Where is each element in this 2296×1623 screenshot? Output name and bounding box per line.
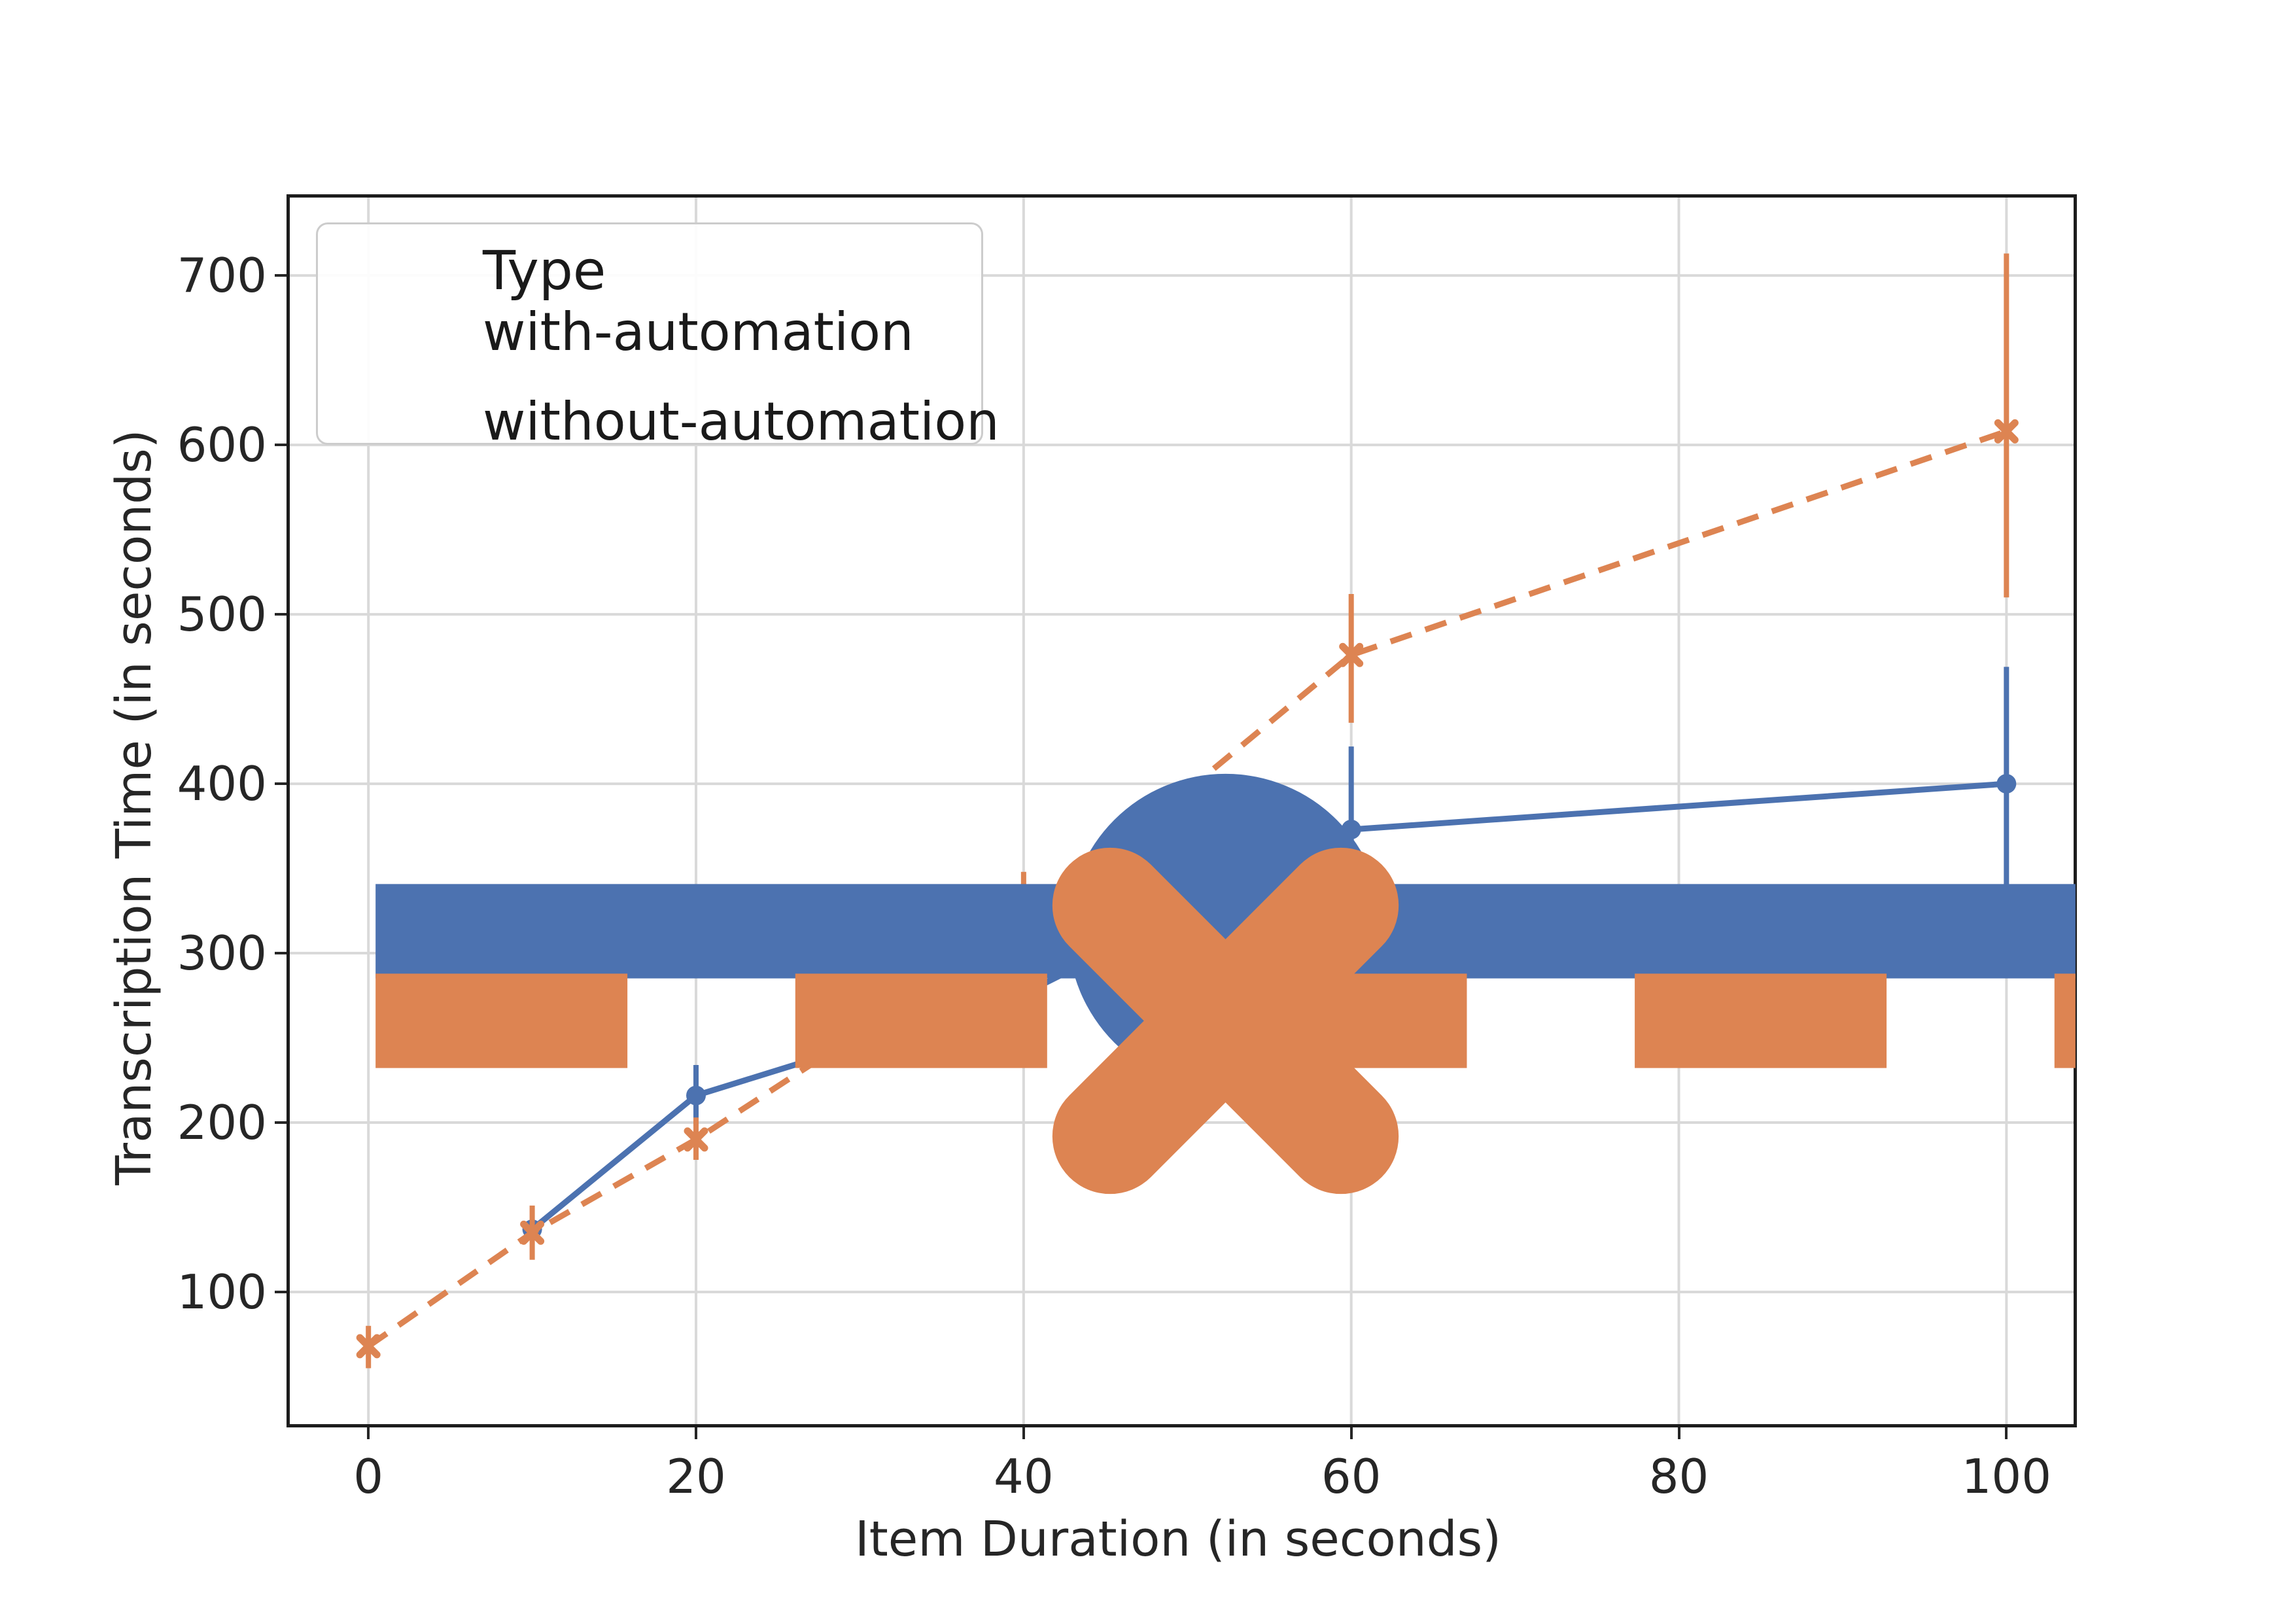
legend-item-label: with-automation xyxy=(483,302,914,362)
series-line xyxy=(366,428,2008,1349)
y-tick-mark xyxy=(275,1121,287,1125)
x-tick-mark xyxy=(1022,1427,1025,1439)
y-tick-mark xyxy=(275,613,287,616)
x-tick-mark xyxy=(367,1427,370,1439)
x-axis-label: Item Duration (in seconds) xyxy=(854,1511,1502,1567)
y-tick-mark xyxy=(275,952,287,955)
y-tick-mark xyxy=(275,1290,287,1293)
legend-box: Type with-automation without-automation xyxy=(316,222,2076,1195)
data-point-marker xyxy=(356,1334,381,1359)
y-tick-label: 300 xyxy=(177,926,267,981)
legend-marker xyxy=(1052,847,1399,1195)
y-tick-mark xyxy=(275,782,287,786)
y-tick-mark xyxy=(275,274,287,277)
data-point-marker xyxy=(1996,774,2017,794)
legend-item-without-automation: without-automation xyxy=(318,388,2076,1195)
y-tick-label: 400 xyxy=(177,756,267,812)
y-tick-mark xyxy=(275,444,287,447)
x-tick-label: 80 xyxy=(1648,1449,1709,1504)
legend-item-label: without-automation xyxy=(483,391,1000,452)
y-tick-label: 500 xyxy=(177,587,267,642)
data-point-marker xyxy=(1339,642,1364,667)
x-tick-label: 0 xyxy=(353,1449,384,1504)
x-tick-label: 60 xyxy=(1321,1449,1382,1504)
y-tick-label: 600 xyxy=(177,417,267,473)
data-point-marker xyxy=(686,1085,706,1106)
x-tick-mark xyxy=(1349,1427,1353,1439)
y-tick-label: 200 xyxy=(177,1095,267,1151)
x-tick-mark xyxy=(2005,1427,2008,1439)
legend-line-marker-icon xyxy=(375,847,2076,1195)
y-tick-label: 700 xyxy=(177,248,267,304)
data-point-marker xyxy=(684,1127,708,1152)
y-tick-label: 100 xyxy=(177,1264,267,1319)
x-tick-mark xyxy=(695,1427,698,1439)
x-tick-label: 20 xyxy=(666,1449,726,1504)
x-tick-label: 40 xyxy=(994,1449,1054,1504)
x-tick-label: 100 xyxy=(1961,1449,2052,1504)
legend-item-with-automation: with-automation xyxy=(318,298,2076,1089)
x-tick-mark xyxy=(1677,1427,1680,1439)
plot-area: Type with-automation without-automation xyxy=(287,194,2077,1427)
data-point-marker xyxy=(1994,419,2019,444)
legend-title: Type xyxy=(483,240,606,302)
data-point-marker xyxy=(520,1220,545,1245)
